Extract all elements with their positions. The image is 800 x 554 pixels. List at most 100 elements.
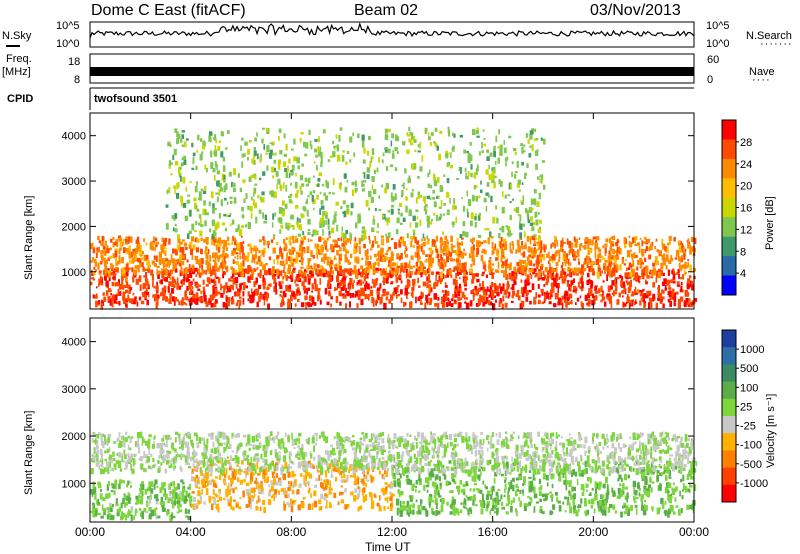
power-cell [394, 193, 397, 201]
power-cell [563, 268, 567, 271]
power-cell [197, 288, 201, 291]
velocity-cell [93, 503, 95, 510]
power-cell [312, 229, 316, 235]
power-cell [399, 268, 402, 274]
velocity-cell [384, 482, 388, 485]
velocity-cell [328, 463, 332, 468]
power-cell [469, 300, 473, 307]
power-cell [446, 212, 450, 215]
velocity-cell [252, 487, 256, 493]
velocity-cell [246, 489, 250, 496]
power-cell [502, 254, 505, 257]
velocity-cell [675, 505, 679, 508]
power-cell [356, 303, 359, 308]
power-cell [536, 261, 540, 265]
velocity-cell [451, 474, 455, 479]
power-cell [169, 277, 172, 280]
power-cell [259, 156, 262, 163]
power-cell [628, 241, 633, 248]
power-cell [537, 238, 540, 242]
power-cell [217, 258, 220, 263]
power-cell [229, 196, 233, 199]
velocity-cell [191, 471, 193, 475]
power-cell [349, 159, 352, 163]
power-cell [564, 251, 566, 258]
power-cell [311, 290, 314, 293]
velocity-cell [614, 510, 617, 514]
velocity-cell [162, 501, 166, 506]
power-cell [476, 278, 480, 283]
power-cell [480, 287, 484, 291]
power-cell [630, 279, 632, 287]
power-cell [354, 237, 357, 242]
power-cell [355, 222, 358, 229]
power-cell [355, 243, 359, 247]
power-cell [253, 192, 255, 197]
power-cell [138, 259, 142, 263]
power-cell [249, 300, 253, 304]
velocity-cell [255, 482, 258, 484]
velocity-cell [415, 499, 418, 503]
power-cell [418, 295, 423, 299]
power-cell [680, 241, 682, 245]
power-cell [363, 230, 366, 234]
power-cell [560, 265, 564, 269]
power-cell [412, 229, 416, 233]
power-cell [319, 191, 322, 195]
power-cell [621, 290, 625, 294]
power-cell [504, 302, 508, 308]
velocity-cell [402, 501, 405, 505]
velocity-cell [328, 486, 331, 494]
power-cell [563, 257, 568, 263]
power-cell [149, 243, 152, 250]
power-cell [195, 165, 198, 170]
power-cell [368, 235, 371, 240]
power-cell [259, 272, 262, 279]
power-cell [486, 149, 490, 153]
power-cell [360, 265, 364, 270]
power-cell [245, 193, 248, 200]
power-cell [231, 219, 235, 225]
power-cell [597, 288, 601, 294]
velocity-cell [140, 484, 143, 490]
power-cell [471, 246, 474, 254]
velocity-cell [384, 488, 388, 495]
power-cell [638, 246, 641, 253]
power-cell [263, 144, 265, 150]
power-cell [208, 303, 211, 305]
velocity-cell [139, 507, 142, 511]
power-cell [486, 156, 490, 161]
power-cell [677, 268, 680, 274]
power-cell [185, 267, 188, 274]
power-cell [570, 280, 574, 285]
power-cell [441, 297, 445, 304]
power-cell [132, 276, 135, 283]
power-cell [450, 303, 454, 308]
power-cell [418, 266, 421, 271]
power-cell [176, 244, 180, 251]
power-cell [446, 191, 449, 198]
power-cell [388, 257, 392, 263]
power-cell [274, 212, 277, 217]
velocity-cell [591, 466, 594, 473]
power-cell [430, 250, 434, 255]
velocity-cell [249, 476, 254, 482]
power-cell [303, 277, 306, 282]
power-cell [577, 261, 580, 265]
power-cell [585, 256, 589, 261]
velocity-cell [326, 494, 329, 498]
velocity-cell [389, 505, 393, 511]
velocity-cell [384, 469, 386, 475]
power-cell [279, 229, 282, 234]
power-cell [390, 267, 394, 271]
power-cell [417, 260, 420, 263]
power-cell [448, 301, 451, 306]
velocity-cell [136, 496, 140, 503]
power-cell [122, 239, 126, 242]
power-cell [266, 295, 268, 302]
power-cell [648, 297, 653, 305]
velocity-cell [489, 459, 492, 464]
power-cell [104, 265, 108, 273]
power-cell [597, 264, 601, 270]
power-cell [252, 293, 255, 301]
